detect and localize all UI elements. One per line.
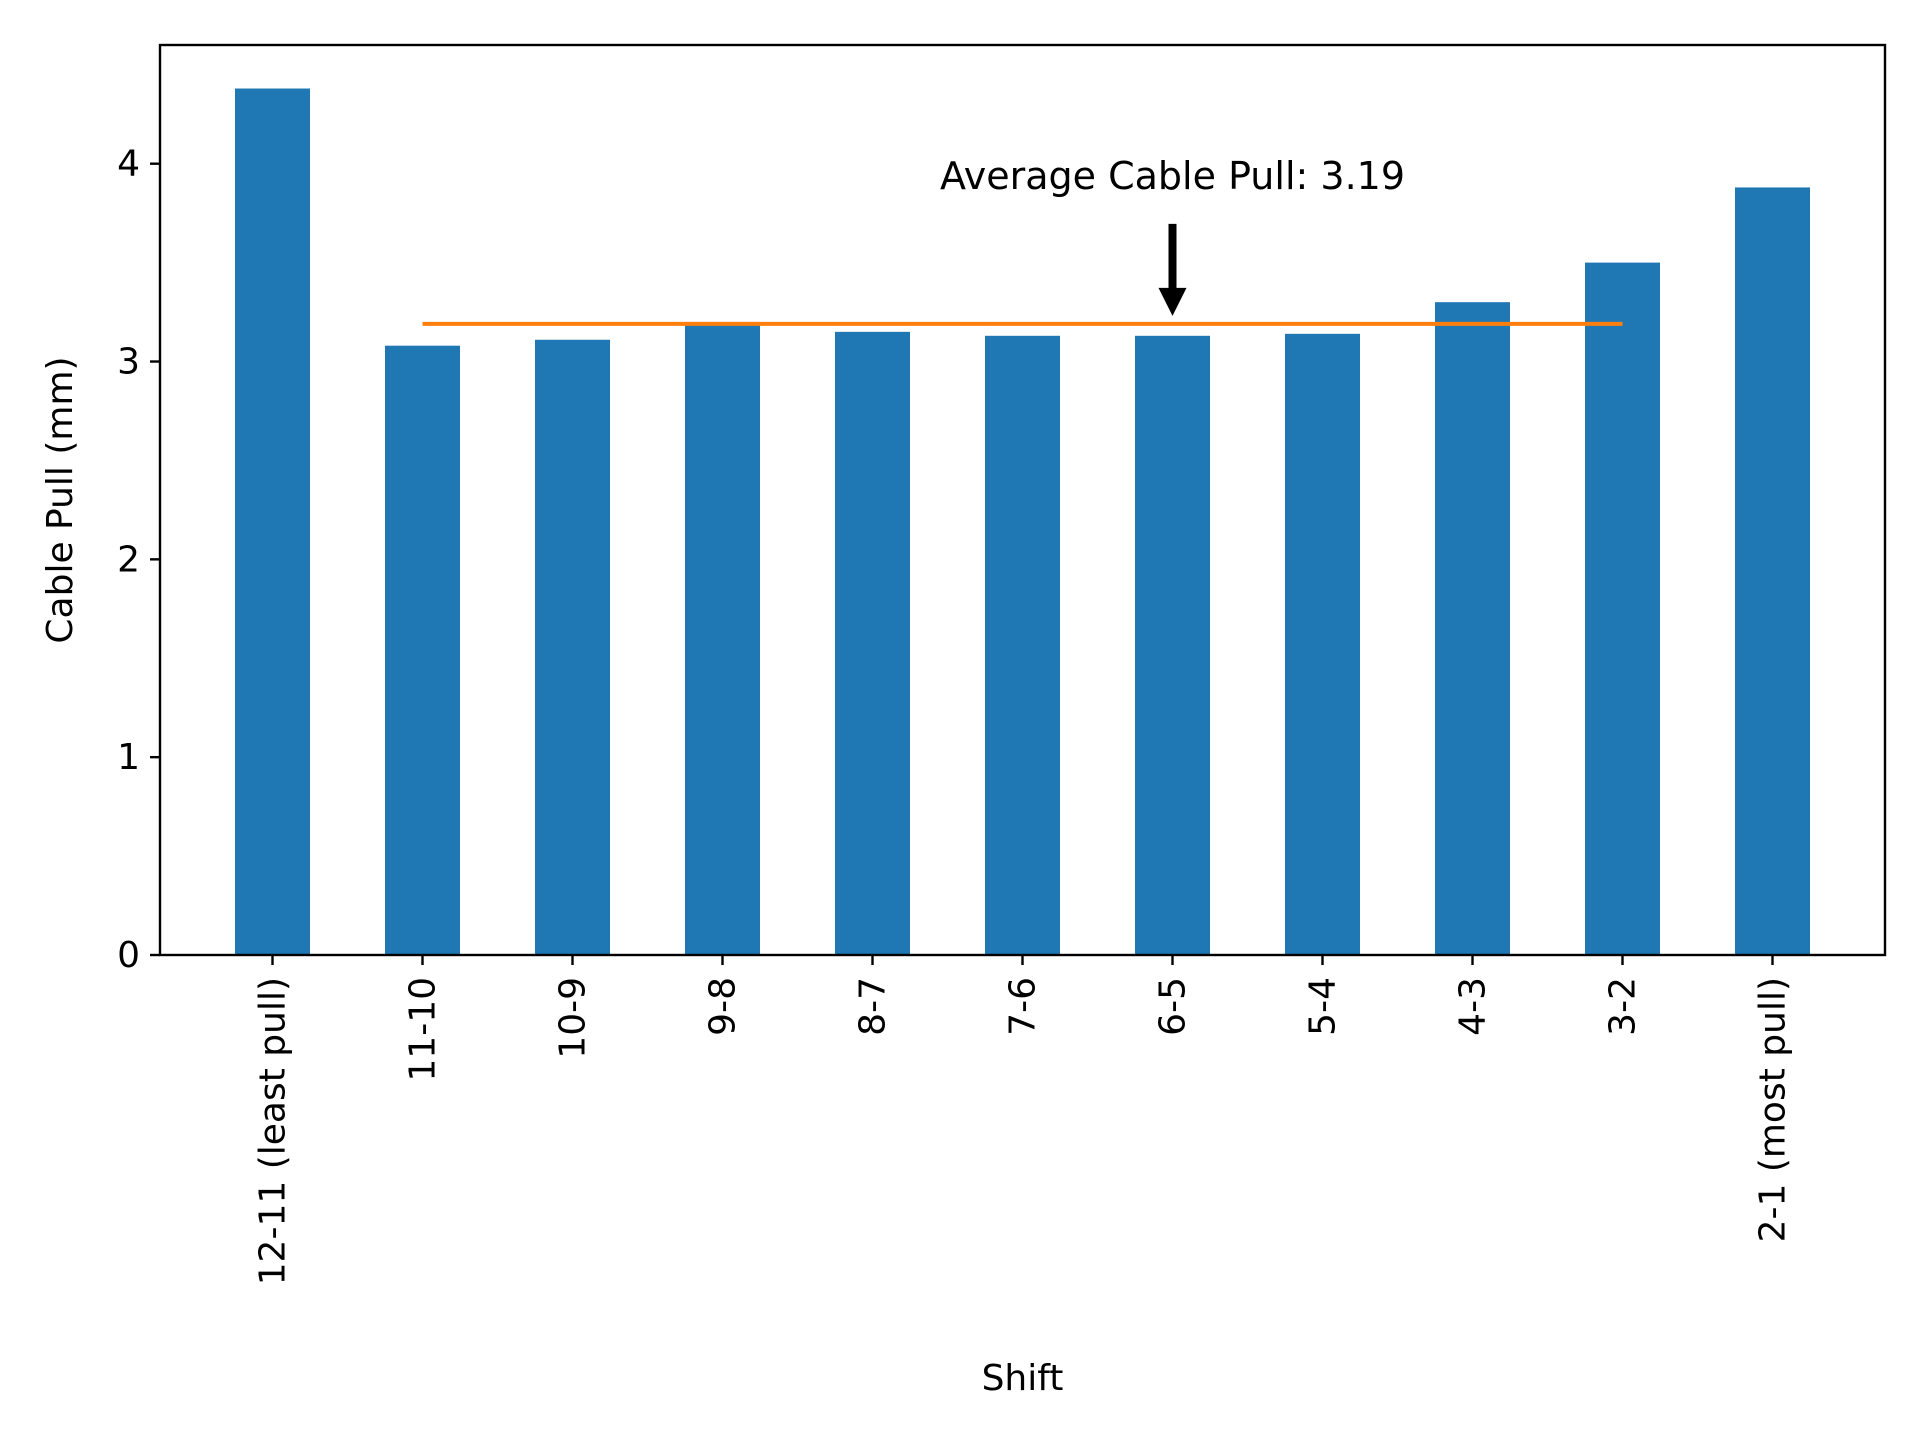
bar-3-2: [1585, 262, 1660, 955]
bar-8-7: [835, 331, 910, 955]
bar-11-10: [385, 345, 460, 955]
bar-5-4: [1285, 333, 1360, 956]
x-tick-label: 11-10: [403, 977, 444, 1082]
bars-layer: [235, 88, 1810, 956]
y-ticks: 0 1 2 3 4: [117, 144, 160, 976]
x-tick-label: 6-5: [1153, 977, 1194, 1036]
y-tick-label: 3: [117, 342, 140, 383]
x-tick-label: 8-7: [853, 977, 894, 1036]
y-axis-label: Cable Pull (mm): [40, 356, 81, 643]
y-tick-label: 2: [117, 539, 140, 580]
annotation: Average Cable Pull: 3.19: [940, 154, 1405, 316]
x-tick-label: 9-8: [703, 977, 744, 1036]
x-tick-label: 3-2: [1603, 977, 1644, 1036]
bar-4-3: [1435, 302, 1510, 955]
annotation-text: Average Cable Pull: 3.19: [940, 154, 1405, 198]
bar-7-6: [985, 335, 1060, 956]
y-tick-label: 0: [117, 935, 140, 976]
bar-10-9: [535, 339, 610, 955]
x-tick-label: 7-6: [1003, 977, 1044, 1036]
x-tick-label: 4-3: [1453, 977, 1494, 1036]
bar-6-5: [1135, 335, 1210, 956]
y-tick-label: 1: [117, 737, 140, 778]
x-axis-label: Shift: [982, 1358, 1064, 1399]
bar-12-11-least-pull-: [235, 88, 310, 956]
x-tick-label: 2-1 (most pull): [1753, 977, 1794, 1242]
x-ticks: 12-11 (least pull) 11-10 10-9 9-8 8-7 7-6 6-5 5…: [253, 955, 1794, 1285]
annotation-arrow-head: [1158, 287, 1187, 316]
x-tick-label: 5-4: [1303, 977, 1344, 1036]
bar-2-1-most-pull-: [1735, 187, 1810, 955]
bar-9-8: [685, 321, 760, 955]
x-tick-label: 12-11 (least pull): [253, 977, 294, 1285]
y-tick-label: 4: [117, 144, 140, 185]
x-tick-label: 10-9: [553, 977, 594, 1059]
